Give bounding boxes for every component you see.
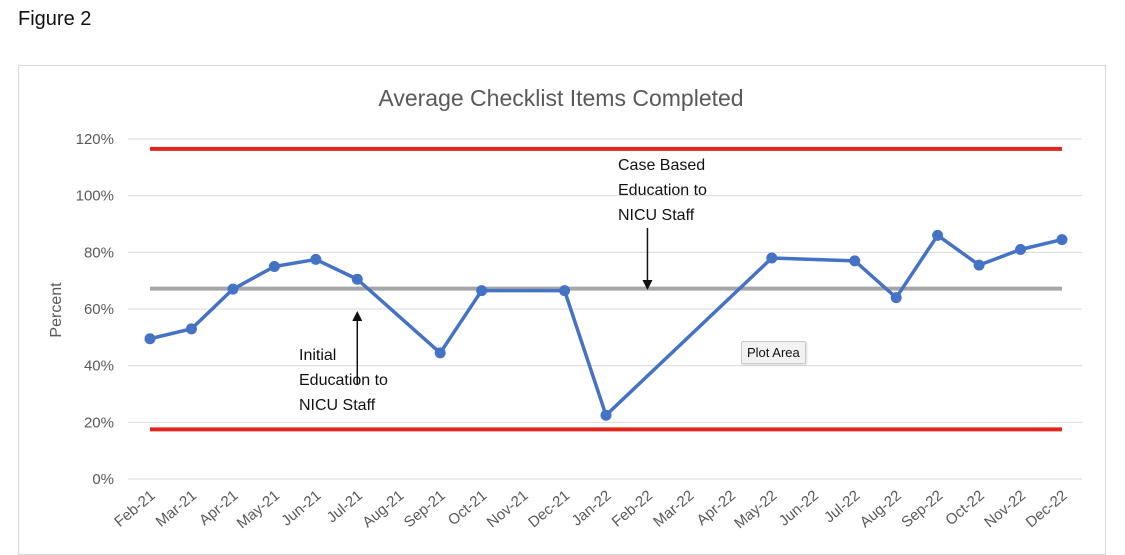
y-axis-ticks: 0% 20% 40% 60% 80% 100% 120% <box>76 131 114 488</box>
data-point[interactable] <box>1056 234 1068 246</box>
x-tick-label: Apr-22 <box>694 487 739 529</box>
data-point[interactable] <box>351 273 363 285</box>
x-tick-label: Jun-21 <box>278 487 324 530</box>
x-tick-label: Oct-21 <box>445 487 490 529</box>
data-point[interactable] <box>476 285 488 297</box>
data-point[interactable] <box>600 409 612 421</box>
gridlines <box>128 138 1082 480</box>
figure-label: Figure 2 <box>18 8 92 30</box>
data-point[interactable] <box>849 255 861 267</box>
x-tick-label: Jan-22 <box>569 487 615 530</box>
y-axis-label: Percent <box>48 282 65 338</box>
x-tick-label: Aug-22 <box>857 487 905 531</box>
chart-title: Average Checklist Items Completed <box>378 85 743 111</box>
x-tick-label: Aug-21 <box>359 487 407 531</box>
x-tick-label: Mar-21 <box>153 487 200 531</box>
annotation-text: Education to <box>618 182 707 199</box>
data-point[interactable] <box>766 252 778 264</box>
x-tick-label: Jul-21 <box>324 487 366 526</box>
y-tick-label: 0% <box>92 471 114 488</box>
data-point[interactable] <box>559 285 571 297</box>
y-tick-label: 20% <box>84 414 114 431</box>
y-tick-label: 100% <box>76 188 114 205</box>
y-tick-label: 80% <box>84 244 114 261</box>
x-tick-label: Oct-22 <box>942 487 987 529</box>
x-tick-label: Dec-21 <box>525 487 573 531</box>
data-point[interactable] <box>932 229 944 241</box>
series <box>144 229 1068 421</box>
data-point[interactable] <box>185 323 197 335</box>
plot-area-tooltip: Plot Area <box>741 341 806 364</box>
x-tick-label: Dec-22 <box>1023 487 1071 531</box>
line-chart: Average Checklist Items Completed Percen… <box>48 85 1082 532</box>
data-point[interactable] <box>227 283 239 295</box>
x-tick-label: Jun-22 <box>776 487 822 530</box>
x-tick-label: Feb-22 <box>609 487 656 531</box>
x-tick-label: Nov-21 <box>484 487 532 531</box>
x-tick-label: Feb-21 <box>111 487 158 531</box>
data-point[interactable] <box>268 261 280 272</box>
annotation-text: Education to <box>299 372 388 389</box>
y-tick-label: 120% <box>76 131 114 148</box>
annotations: Initial Education to NICU Staff Case Based E… <box>299 157 707 414</box>
annotation-text: Case Based <box>618 157 705 174</box>
chart-container[interactable] <box>18 65 1106 555</box>
series-line <box>149 233 1063 417</box>
annotation-text: NICU Staff <box>618 207 695 224</box>
x-tick-label: Sep-21 <box>401 487 449 531</box>
data-point[interactable] <box>144 333 156 345</box>
reference-lines <box>150 146 1062 432</box>
data-point[interactable] <box>890 292 902 304</box>
x-tick-label: Nov-22 <box>981 487 1029 531</box>
data-point[interactable] <box>434 347 446 359</box>
x-tick-label: Sep-22 <box>898 487 946 531</box>
annotation-text: Initial <box>299 347 336 364</box>
x-tick-label: Jul-22 <box>821 487 863 526</box>
data-point[interactable] <box>1015 244 1027 255</box>
x-tick-label: Apr-21 <box>196 487 241 529</box>
y-tick-label: 60% <box>84 301 114 318</box>
data-point[interactable] <box>310 253 322 265</box>
x-tick-label: May-22 <box>731 487 780 532</box>
x-tick-label: Mar-22 <box>650 487 697 531</box>
annotation-text: NICU Staff <box>299 397 376 414</box>
x-tick-label: May-21 <box>234 487 283 532</box>
y-tick-label: 40% <box>84 358 114 375</box>
data-point[interactable] <box>973 259 985 271</box>
